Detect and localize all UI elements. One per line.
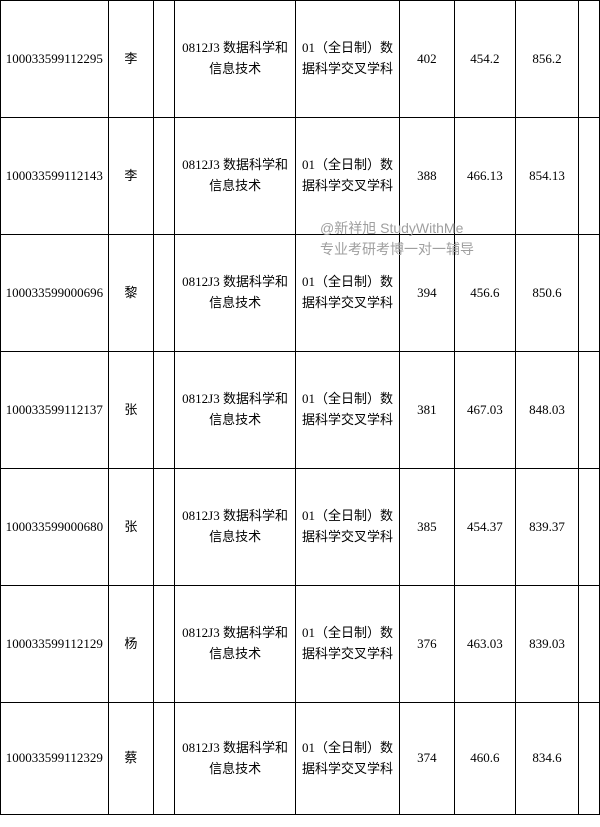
cell-empty [154, 586, 175, 703]
cell-total: 839.03 [515, 586, 578, 703]
cell-score1: 381 [399, 352, 454, 469]
cell-direction: 01（全日制）数据科学交叉学科 [296, 1, 400, 118]
table-row: 100033599000680张0812J3 数据科学和信息技术01（全日制）数… [1, 469, 600, 586]
cell-id: 100033599112329 [1, 703, 109, 815]
cell-last [579, 235, 600, 352]
cell-major: 0812J3 数据科学和信息技术 [174, 118, 295, 235]
cell-direction: 01（全日制）数据科学交叉学科 [296, 352, 400, 469]
cell-major: 0812J3 数据科学和信息技术 [174, 703, 295, 815]
cell-id: 100033599000680 [1, 469, 109, 586]
table-row: 100033599112295李0812J3 数据科学和信息技术01（全日制）数… [1, 1, 600, 118]
table-row: 100033599112137张0812J3 数据科学和信息技术01（全日制）数… [1, 352, 600, 469]
cell-empty [154, 235, 175, 352]
cell-name: 李 [108, 118, 154, 235]
cell-major: 0812J3 数据科学和信息技术 [174, 352, 295, 469]
cell-direction: 01（全日制）数据科学交叉学科 [296, 703, 400, 815]
cell-score2: 454.2 [455, 1, 516, 118]
cell-last [579, 469, 600, 586]
cell-score2: 463.03 [455, 586, 516, 703]
cell-score2: 466.13 [455, 118, 516, 235]
cell-last [579, 703, 600, 815]
cell-score1: 394 [399, 235, 454, 352]
cell-id: 100033599112137 [1, 352, 109, 469]
cell-last [579, 586, 600, 703]
cell-major: 0812J3 数据科学和信息技术 [174, 1, 295, 118]
cell-empty [154, 118, 175, 235]
cell-direction: 01（全日制）数据科学交叉学科 [296, 586, 400, 703]
cell-id: 100033599112129 [1, 586, 109, 703]
cell-empty [154, 1, 175, 118]
cell-score1: 374 [399, 703, 454, 815]
table-row: 100033599000696黎0812J3 数据科学和信息技术01（全日制）数… [1, 235, 600, 352]
cell-name: 张 [108, 352, 154, 469]
table-row: 100033599112129杨0812J3 数据科学和信息技术01（全日制）数… [1, 586, 600, 703]
cell-score2: 460.6 [455, 703, 516, 815]
cell-empty [154, 703, 175, 815]
cell-name: 杨 [108, 586, 154, 703]
cell-score2: 467.03 [455, 352, 516, 469]
cell-direction: 01（全日制）数据科学交叉学科 [296, 235, 400, 352]
table-row: 100033599112143李0812J3 数据科学和信息技术01（全日制）数… [1, 118, 600, 235]
cell-empty [154, 469, 175, 586]
cell-id: 100033599112143 [1, 118, 109, 235]
cell-score2: 456.6 [455, 235, 516, 352]
cell-total: 839.37 [515, 469, 578, 586]
cell-name: 黎 [108, 235, 154, 352]
cell-id: 100033599112295 [1, 1, 109, 118]
cell-direction: 01（全日制）数据科学交叉学科 [296, 469, 400, 586]
cell-total: 834.6 [515, 703, 578, 815]
cell-last [579, 352, 600, 469]
cell-total: 848.03 [515, 352, 578, 469]
cell-last [579, 1, 600, 118]
cell-total: 854.13 [515, 118, 578, 235]
cell-name: 张 [108, 469, 154, 586]
cell-score1: 376 [399, 586, 454, 703]
cell-score1: 385 [399, 469, 454, 586]
cell-id: 100033599000696 [1, 235, 109, 352]
cell-major: 0812J3 数据科学和信息技术 [174, 469, 295, 586]
cell-score2: 454.37 [455, 469, 516, 586]
cell-last [579, 118, 600, 235]
cell-score1: 388 [399, 118, 454, 235]
results-table: 100033599112295李0812J3 数据科学和信息技术01（全日制）数… [0, 0, 600, 815]
cell-score1: 402 [399, 1, 454, 118]
cell-name: 李 [108, 1, 154, 118]
cell-empty [154, 352, 175, 469]
cell-major: 0812J3 数据科学和信息技术 [174, 235, 295, 352]
cell-major: 0812J3 数据科学和信息技术 [174, 586, 295, 703]
cell-direction: 01（全日制）数据科学交叉学科 [296, 118, 400, 235]
cell-total: 850.6 [515, 235, 578, 352]
table-row: 100033599112329蔡0812J3 数据科学和信息技术01（全日制）数… [1, 703, 600, 815]
cell-total: 856.2 [515, 1, 578, 118]
cell-name: 蔡 [108, 703, 154, 815]
